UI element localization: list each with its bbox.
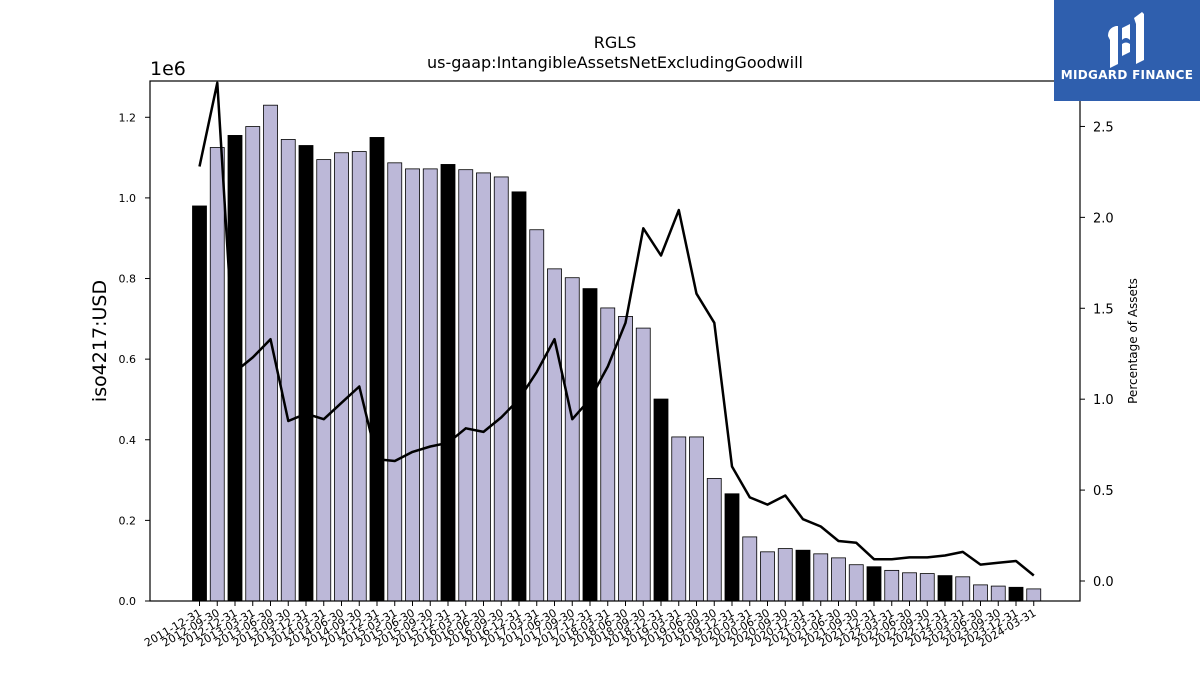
bar-2023-06-30: [973, 584, 988, 602]
bar-2019-09-30: [706, 478, 722, 602]
chart-subtitle: us-gaap:IntangibleAssetsNetExcludingGood…: [427, 53, 803, 72]
bar-2014-03-31: [316, 159, 332, 602]
bar-2021-09-30: [848, 564, 864, 602]
y-tick-label: 0.6: [119, 353, 137, 366]
bar-2019-12-31: [724, 493, 740, 602]
bar-2016-06-30: [476, 172, 491, 602]
bar-2017-12-31: [582, 288, 598, 602]
y-tick-label: 0.2: [119, 514, 137, 527]
y2-tick-label: 0.0: [1093, 575, 1114, 590]
y2-tick-label: 2.5: [1093, 120, 1114, 135]
bar-2023-03-31: [955, 576, 971, 602]
y2-tick-label: 0.5: [1093, 484, 1114, 499]
bar-2016-03-31: [458, 169, 474, 602]
bar-2020-12-31: [795, 549, 811, 602]
bar-2022-12-31: [937, 575, 953, 602]
bar-2015-12-31: [440, 164, 456, 602]
bar-2015-09-30: [422, 168, 438, 602]
bar-2022-03-31: [884, 569, 900, 602]
bar-2018-09-30: [635, 327, 651, 602]
bar-2011-12-31: [192, 205, 207, 602]
midgard-finance-logo: MIDGARD FINANCE: [1054, 0, 1200, 101]
bar-2014-09-30: [351, 151, 367, 602]
bar-2016-09-30: [493, 176, 509, 602]
bar-2019-06-30: [689, 436, 704, 602]
axes-layer: 0.00.20.40.60.81.01.20.00.51.01.52.02.52…: [119, 80, 1114, 650]
y-tick-label: 0.4: [119, 434, 137, 447]
bar-2020-03-31: [742, 536, 758, 602]
bar-2014-12-31: [369, 137, 385, 602]
bar-2015-06-30: [405, 168, 420, 602]
logo-text: MIDGARD FINANCE: [1060, 68, 1194, 82]
bar-2021-12-31: [866, 566, 882, 602]
bar-2021-06-30: [831, 557, 846, 602]
y-tick-label: 1.0: [119, 192, 137, 205]
y2-tick-label: 2.0: [1093, 211, 1114, 226]
bar-2021-03-31: [813, 553, 829, 602]
y-tick-label: 0.0: [119, 595, 137, 608]
bar-2024-03-31: [1026, 588, 1042, 602]
bar-2013-09-30: [280, 139, 296, 602]
y2-tick-label: 1.0: [1093, 393, 1114, 408]
y-offset-label: 1e6: [150, 58, 186, 80]
y2-tick-label: 1.5: [1093, 302, 1114, 317]
logo-mark-icon: [1108, 12, 1144, 68]
percentage-line: [198, 81, 1035, 577]
bar-2013-03-31: [245, 126, 261, 602]
bar-2020-09-30: [777, 548, 793, 602]
y2-axis-label: Percentage of Assets: [1126, 278, 1140, 404]
chart-title: RGLS: [594, 33, 637, 52]
y-axis-label: iso4217:USD: [89, 280, 111, 402]
bar-2018-12-31: [653, 398, 669, 602]
bar-2013-12-31: [298, 145, 314, 602]
y-tick-label: 0.8: [119, 273, 137, 286]
bar-2014-06-30: [334, 152, 349, 602]
bar-2018-06-30: [618, 316, 633, 602]
line-layer: [198, 81, 1035, 577]
bar-2012-09-30: [209, 147, 225, 602]
bar-2019-03-31: [671, 436, 687, 602]
bar-2022-09-30: [919, 573, 935, 602]
bars-layer: [192, 104, 1042, 602]
bar-2017-06-30: [547, 268, 562, 602]
bar-2023-12-31: [1008, 586, 1024, 602]
bar-2020-06-30: [760, 551, 775, 602]
bar-2013-06-30: [263, 104, 278, 602]
bar-2022-06-30: [902, 572, 917, 602]
bar-2023-09-30: [990, 585, 1006, 602]
plot-frame: [149, 80, 1081, 602]
bar-2016-12-31: [511, 191, 527, 602]
bar-2015-03-31: [387, 162, 403, 602]
bar-2017-09-30: [564, 277, 580, 602]
y-tick-label: 1.2: [119, 111, 137, 124]
bar-2017-03-31: [529, 229, 545, 602]
